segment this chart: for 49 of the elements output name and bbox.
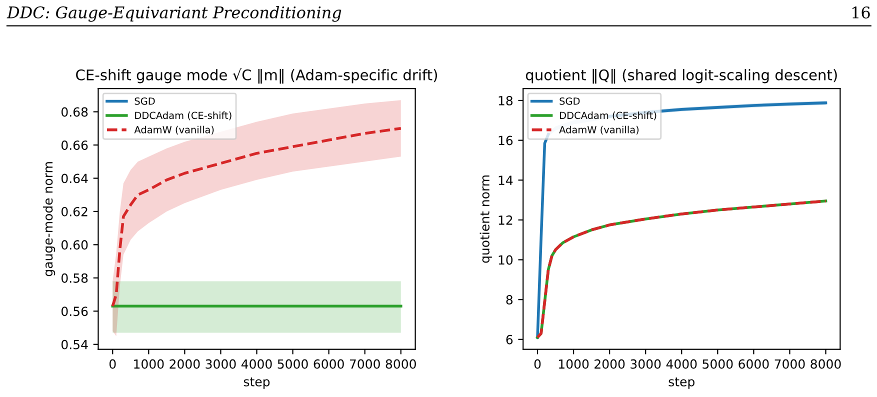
x-tick-label: 4000 [241, 359, 272, 369]
y-tick-label: 0.68 [61, 107, 88, 117]
y-tick-label: 0.62 [61, 206, 88, 216]
legend-label: DDCAdam (CE-shift) [560, 112, 656, 120]
x-tick-label: 3000 [206, 359, 236, 369]
chart-title: CE-shift gauge mode √C ‖m‖ (Adam-specific drift) [76, 68, 438, 84]
text: DDC: Gauge-Equivariant Preconditioning [6, 6, 342, 22]
x-tick-label: 2000 [170, 359, 200, 369]
y-tick-label: 12 [498, 215, 512, 225]
y-axis-title: quotient norm [480, 175, 492, 263]
x-tick-label: 6000 [314, 359, 344, 369]
y-tick-label: 0.56 [61, 306, 88, 316]
x-tick-label: 0 [109, 359, 116, 369]
y-tick-label: 0.58 [61, 273, 88, 283]
x-tick-label: 8000 [810, 359, 841, 369]
y-axis-title: gauge-mode norm [43, 162, 56, 276]
x-tick-label: 5000 [702, 359, 733, 369]
y-tick-label: 0.54 [61, 340, 88, 350]
y-tick-label: 6 [506, 334, 513, 344]
legend-label: SGD [560, 97, 580, 105]
x-tick-label: 0 [534, 359, 541, 369]
legend-label: AdamW (vanilla) [559, 126, 639, 134]
line-series [111, 127, 402, 308]
y-tick-label: 14 [498, 176, 513, 185]
legend-label: SGD [134, 97, 155, 105]
y-tick-label: 0.60 [61, 240, 88, 250]
x-tick-label: 4000 [666, 359, 697, 369]
x-tick-label: 1000 [559, 359, 589, 369]
x-tick-label: 6000 [738, 359, 769, 369]
y-tick-label: 0.66 [61, 140, 88, 150]
legend-label: DDCAdam (CE-shift) [135, 112, 232, 120]
x-tick-label: 3000 [630, 359, 661, 369]
x-tick-label: 5000 [278, 359, 308, 369]
x-axis-title: step [244, 377, 270, 389]
x-axis-title: step [668, 377, 694, 389]
y-tick-label: 18 [498, 96, 513, 106]
y-tick-label: 16 [498, 136, 513, 146]
x-tick-label: 7000 [350, 359, 380, 369]
y-tick-label: 0.64 [61, 174, 88, 184]
x-tick-label: 2000 [594, 359, 625, 369]
x-tick-label: 8000 [386, 359, 416, 369]
text: 16 [852, 6, 870, 19]
y-tick-label: 8 [506, 295, 513, 305]
y-tick-label: 10 [498, 255, 513, 265]
chart-title: quotient ‖Q‖ (shared logit-scaling descent) [526, 69, 837, 84]
line-series [536, 200, 828, 339]
legend-label: AdamW (vanilla) [134, 126, 214, 134]
x-tick-label: 7000 [774, 359, 805, 369]
x-tick-label: 1000 [134, 359, 164, 369]
